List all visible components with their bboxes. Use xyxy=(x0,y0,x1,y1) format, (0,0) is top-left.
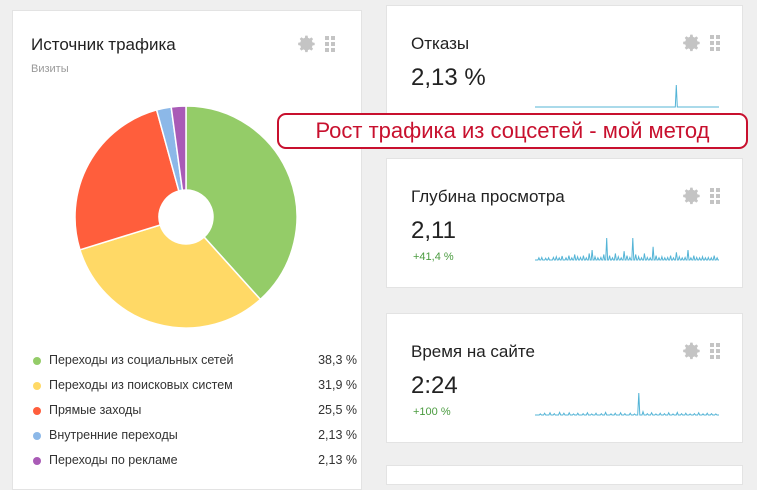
legend-label: Переходы по рекламе xyxy=(49,453,178,467)
sparkline-series xyxy=(535,84,719,108)
time-on-site-delta: +100 % xyxy=(413,406,451,418)
legend-value: 38,3 % xyxy=(318,353,357,367)
legend-item-social[interactable]: Переходы из социальных сетей 38,3 % xyxy=(31,351,357,376)
sparkline-series xyxy=(535,237,719,261)
time-on-site-value: 2:24 xyxy=(411,372,458,399)
legend-dot-internal xyxy=(33,432,41,440)
legend-label: Переходы из поисковых систем xyxy=(49,378,233,392)
page-depth-value: 2,11 xyxy=(411,217,456,244)
bounce-rate-title: Отказы xyxy=(411,34,470,53)
bounce-rate-value: 2,13 % xyxy=(411,64,486,91)
page-depth-delta: +41,4 % xyxy=(413,251,454,263)
pie-slice-social[interactable] xyxy=(185,105,298,301)
page-depth-card: Глубина просмотра 2,11 +41,4 % xyxy=(386,158,743,288)
traffic-source-title: Источник трафика xyxy=(31,35,176,54)
traffic-source-subtitle: Визиты xyxy=(31,63,69,75)
promo-banner[interactable]: Рост трафика из соцсетей - мой метод xyxy=(277,113,748,149)
drag-handle-icon[interactable] xyxy=(710,188,720,204)
page-depth-sparkline xyxy=(535,237,719,261)
legend-value: 31,9 % xyxy=(318,378,357,392)
time-on-site-tools xyxy=(682,341,720,361)
traffic-source-tools xyxy=(297,34,335,54)
bounce-rate-tools xyxy=(682,33,720,53)
legend-label: Внутренние переходы xyxy=(49,428,178,442)
bounce-rate-sparkline xyxy=(535,84,719,108)
legend-dot-direct xyxy=(33,407,41,415)
legend-label: Переходы из социальных сетей xyxy=(49,353,234,367)
legend-dot-search xyxy=(33,382,41,390)
legend-dot-social xyxy=(33,357,41,365)
pie-slice-search[interactable] xyxy=(79,224,262,329)
time-on-site-title: Время на сайте xyxy=(411,342,535,361)
legend-item-search[interactable]: Переходы из поисковых систем 31,9 % xyxy=(31,376,357,401)
gear-icon[interactable] xyxy=(682,341,702,361)
traffic-legend: Переходы из социальных сетей 38,3 % Пере… xyxy=(31,351,357,476)
time-on-site-sparkline xyxy=(535,392,719,416)
gear-icon[interactable] xyxy=(297,34,317,54)
legend-label: Прямые заходы xyxy=(49,403,142,417)
legend-item-ads[interactable]: Переходы по рекламе 2,13 % xyxy=(31,451,357,476)
gear-icon[interactable] xyxy=(682,186,702,206)
next-metric-card xyxy=(386,465,743,485)
pie-slice-ads[interactable] xyxy=(170,105,187,192)
traffic-source-card: Источник трафика Визиты Переходы из соци… xyxy=(12,10,362,490)
pie-slice-direct[interactable] xyxy=(74,109,180,251)
drag-handle-icon[interactable] xyxy=(325,36,335,52)
drag-handle-icon[interactable] xyxy=(710,35,720,51)
sparkline-series xyxy=(535,392,719,416)
time-on-site-card: Время на сайте 2:24 +100 % xyxy=(386,313,743,443)
legend-item-internal[interactable]: Внутренние переходы 2,13 % xyxy=(31,426,357,451)
page-depth-title: Глубина просмотра xyxy=(411,187,565,206)
page-depth-tools xyxy=(682,186,720,206)
traffic-pie-chart xyxy=(74,105,298,329)
legend-value: 2,13 % xyxy=(318,453,357,467)
legend-value: 25,5 % xyxy=(318,403,357,417)
legend-value: 2,13 % xyxy=(318,428,357,442)
drag-handle-icon[interactable] xyxy=(710,343,720,359)
gear-icon[interactable] xyxy=(682,33,702,53)
legend-dot-ads xyxy=(33,457,41,465)
legend-item-direct[interactable]: Прямые заходы 25,5 % xyxy=(31,401,357,426)
